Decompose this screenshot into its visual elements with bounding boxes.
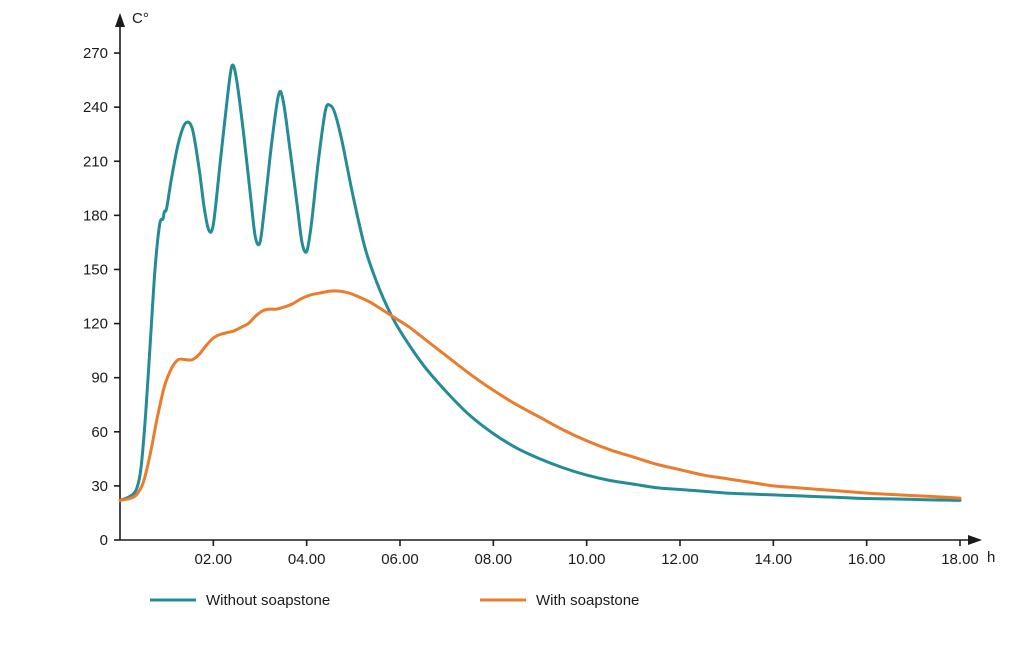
legend-label-1: With soapstone [536, 592, 639, 609]
series-with-soapstone [120, 291, 960, 500]
x-tick-label: 18.00 [941, 551, 979, 568]
legend-label-0: Without soapstone [206, 592, 330, 609]
line-chart: C° h 0 30 60 90 120 150 180 210 240 270 02.00 04.0… [0, 0, 1010, 650]
x-tick-label: 14.00 [755, 551, 793, 568]
y-tick-label: 240 [83, 99, 108, 116]
y-tick-label: 60 [91, 424, 108, 441]
x-tick-label: 10.00 [568, 551, 606, 568]
x-tick-label: 06.00 [381, 551, 419, 568]
x-tick-label: 12.00 [661, 551, 699, 568]
x-tick-label: 04.00 [288, 551, 326, 568]
y-axis-arrow-icon [115, 13, 125, 27]
y-tick-label: 270 [83, 45, 108, 62]
x-axis-ticks: 02.00 04.00 06.00 08.00 10.00 12.00 14.00 16.00… [195, 540, 979, 568]
x-tick-label: 16.00 [848, 551, 886, 568]
y-tick-label: 180 [83, 207, 108, 224]
y-tick-label: 120 [83, 316, 108, 333]
legend: Without soapstone With soapstone [150, 592, 639, 609]
y-axis-ticks: 0 30 60 90 120 150 180 210 240 270 [83, 45, 120, 549]
y-tick-label: 0 [100, 532, 108, 549]
y-axis-label: C° [132, 10, 149, 27]
y-tick-label: 150 [83, 261, 108, 278]
y-tick-label: 90 [91, 370, 108, 387]
y-tick-label: 30 [91, 478, 108, 495]
x-tick-label: 08.00 [475, 551, 513, 568]
x-axis-label: h [987, 549, 995, 566]
x-axis-arrow-icon [968, 535, 982, 545]
y-tick-label: 210 [83, 153, 108, 170]
series-without-soapstone [120, 65, 960, 500]
x-tick-label: 02.00 [195, 551, 233, 568]
chart-container: C° h 0 30 60 90 120 150 180 210 240 270 02.00 04.0… [0, 0, 1010, 650]
